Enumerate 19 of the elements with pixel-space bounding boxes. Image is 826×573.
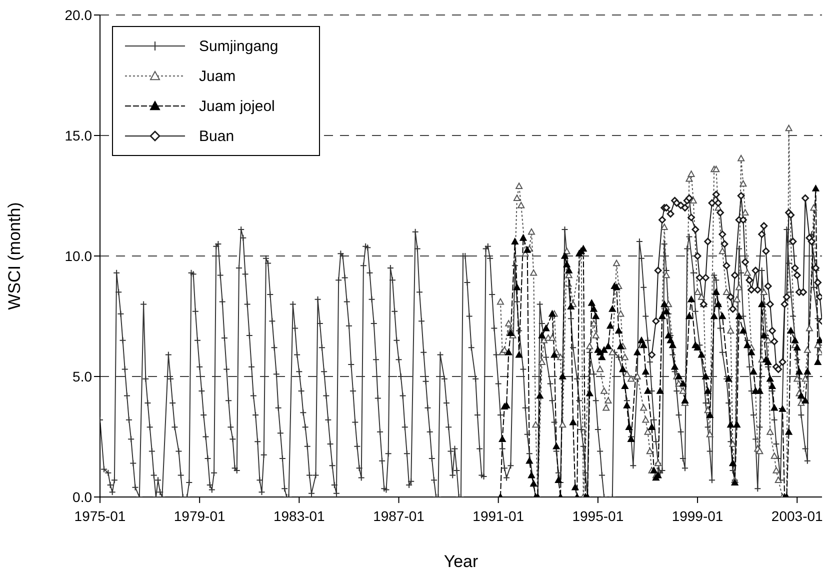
x-tick-label: 1983-01 bbox=[273, 508, 326, 524]
legend-label: Buan bbox=[199, 128, 234, 144]
x-tick-label: 1999-01 bbox=[672, 508, 724, 524]
y-tick-label: 20.0 bbox=[64, 6, 92, 23]
y-tick-label: 5.0 bbox=[72, 368, 92, 384]
x-tick-label: 1991-01 bbox=[472, 508, 524, 524]
x-axis-title: Year bbox=[444, 552, 479, 571]
legend-label: Juam bbox=[199, 68, 236, 84]
y-axis-title: WSCI (month) bbox=[5, 202, 24, 310]
y-tick-label: 0.0 bbox=[72, 488, 92, 505]
x-tick-label: 1975-01 bbox=[74, 508, 126, 524]
y-tick-label: 15.0 bbox=[64, 127, 92, 144]
legend-label: Juam jojeol bbox=[199, 98, 275, 114]
x-tick-label: 2003-01 bbox=[771, 508, 824, 524]
x-tick-label: 1987-01 bbox=[373, 508, 425, 524]
x-tick-label: 1995-01 bbox=[572, 508, 624, 524]
y-tick-label: 10.0 bbox=[64, 248, 92, 264]
x-tick-label: 1979-01 bbox=[174, 508, 226, 524]
legend-label: Sumjingang bbox=[199, 38, 278, 54]
